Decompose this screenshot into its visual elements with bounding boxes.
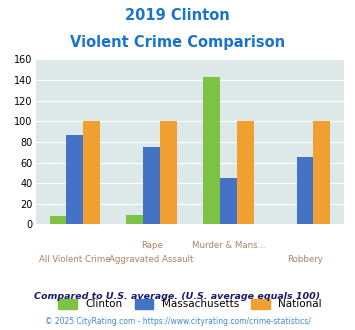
Text: Aggravated Assault: Aggravated Assault — [109, 255, 194, 264]
Text: © 2025 CityRating.com - https://www.cityrating.com/crime-statistics/: © 2025 CityRating.com - https://www.city… — [45, 317, 310, 326]
Text: All Violent Crime: All Violent Crime — [39, 255, 111, 264]
Bar — [296, 157, 313, 224]
Text: Rape: Rape — [141, 241, 163, 250]
Text: 2019 Clinton: 2019 Clinton — [125, 8, 230, 23]
Text: Compared to U.S. average. (U.S. average equals 100): Compared to U.S. average. (U.S. average … — [34, 292, 321, 301]
Text: Murder & Mans...: Murder & Mans... — [192, 241, 265, 250]
Bar — [203, 77, 220, 224]
Bar — [50, 216, 66, 224]
Bar — [143, 147, 160, 224]
Text: Robbery: Robbery — [287, 255, 323, 264]
Text: Violent Crime Comparison: Violent Crime Comparison — [70, 35, 285, 50]
Bar — [66, 135, 83, 224]
Bar — [313, 121, 330, 224]
Bar — [220, 178, 237, 224]
Bar — [160, 121, 177, 224]
Bar — [237, 121, 253, 224]
Legend: Clinton, Massachusetts, National: Clinton, Massachusetts, National — [58, 299, 322, 310]
Bar — [83, 121, 100, 224]
Bar — [126, 215, 143, 224]
